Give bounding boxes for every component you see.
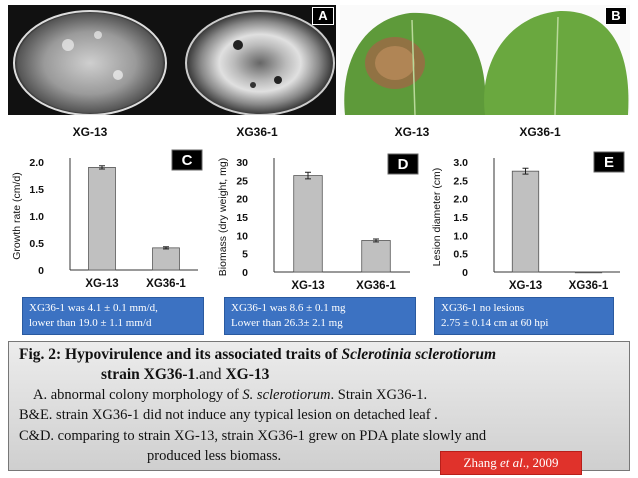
panel-letter-text: C: [182, 152, 193, 169]
panel-letter-e: E: [593, 151, 625, 173]
y-tick-label: 15: [236, 212, 248, 224]
y-tick-label: 0: [38, 265, 44, 277]
growth-rate-chart: Growth rate (cm/d) 0 0.5 1.0 1.5 2.0 XG-13 XG36…: [11, 149, 203, 290]
biomass-chart: Biomass (dry weight, mg) 0 5 10 15 20 25 30 XG-1…: [217, 153, 419, 292]
citation-year: ., 2009: [522, 455, 559, 470]
x-tick-label: XG36-1: [356, 280, 396, 292]
panel-letter-text: D: [398, 156, 409, 173]
y-axis-label: Growth rate (cm/d): [11, 172, 23, 260]
note-lesion: XG36-1 no lesions 2.75 ± 0.14 cm at 60 h…: [434, 297, 614, 335]
citation-badge: Zhang et al., 2009: [440, 451, 582, 475]
y-tick-label: 1.0: [453, 230, 468, 242]
photo-label-xg13: XG-13: [394, 125, 430, 139]
caption-title-line2: strain XG36-1.and XG-13: [101, 366, 269, 384]
x-tick-label: XG36-1: [569, 280, 609, 292]
photo-label-xg36: XG36-1: [519, 125, 561, 139]
y-tick-label: 2.5: [453, 175, 468, 187]
panel-letter-box: [387, 153, 419, 175]
caption-title-text: Fig. 2: Hypovirulence and its associated…: [19, 346, 342, 363]
bar: [511, 170, 540, 273]
x-tick-label: XG36-1: [146, 278, 186, 290]
photo-detached-leaves: B: [340, 5, 630, 115]
y-axis-label: Biomass (dry weight, mg): [217, 158, 229, 276]
y-tick-label: 25: [236, 175, 248, 187]
y-tick-label: 1.5: [29, 184, 44, 196]
bar: [88, 166, 116, 271]
panel-letter-box: [171, 149, 203, 171]
caption-line-be: B&E. strain XG36-1 did not induce any ty…: [19, 407, 438, 423]
bar: [361, 240, 391, 273]
caption-line-cd1: C&D. comparing to strain XG-13, strain X…: [19, 428, 487, 444]
bar: [574, 271, 603, 274]
x-tick-label: XG-13: [85, 278, 118, 290]
lesion-diameter-chart: Lesion diameter (cm) 0 0.5 1.0 1.5 2.0 2.5 3.0 X…: [431, 151, 625, 292]
note-line: 2.75 ± 0.14 cm at 60 hpi: [441, 317, 549, 329]
caption-line-cd2: produced less biomass.: [147, 448, 282, 464]
caption-a-text: A. abnormal colony morphology of: [33, 387, 243, 403]
y-tick-label: 10: [236, 230, 248, 242]
y-tick-label: 0.5: [29, 238, 44, 250]
caption-strain: strain XG36-1: [101, 366, 196, 383]
panel-letter-c: C: [171, 149, 203, 171]
y-tick-label: 3.0: [453, 157, 468, 169]
caption-strain2: XG-13: [225, 366, 270, 383]
panel-letter-text: E: [604, 154, 614, 171]
y-tick-label: 30: [236, 157, 248, 169]
caption-a-species: S. sclerotiorum: [242, 387, 331, 403]
y-tick-label: 20: [236, 194, 248, 206]
note-line: Lower than 26.3± 2.1 mg: [231, 317, 343, 329]
x-tick-label: XG-13: [509, 280, 542, 292]
citation-etal: et al: [499, 455, 523, 470]
bar: [293, 175, 323, 273]
y-tick-label: 2.0: [453, 194, 468, 206]
y-axis-label: Lesion diameter (cm): [431, 168, 443, 267]
y-tick-label: 0: [242, 267, 248, 279]
leaves-image: [340, 5, 630, 115]
x-tick-label: XG-13: [291, 280, 324, 292]
caption-title-species: Sclerotinia sclerotiorum: [341, 346, 497, 363]
note-line: XG36-1 was 8.6 ± 0.1 mg: [231, 302, 346, 314]
note-biomass: XG36-1 was 8.6 ± 0.1 mg Lower than 26.3±…: [224, 297, 416, 335]
y-tick-label: 1.0: [29, 211, 44, 223]
y-tick-label: 0.5: [453, 249, 468, 261]
panel-letter-d: D: [387, 153, 419, 175]
caption-line-a: A. abnormal colony morphology of S. scle…: [33, 387, 427, 404]
caption-and: .and: [195, 366, 226, 383]
bar: [152, 247, 180, 271]
panel-letter-a: A: [312, 7, 334, 25]
note-growth-rate: XG36-1 was 4.1 ± 0.1 mm/d, lower than 19…: [22, 297, 204, 335]
caption-a-post: . Strain XG36-1.: [330, 387, 428, 403]
y-tick-label: 0: [462, 267, 468, 279]
y-tick-label: 1.5: [453, 212, 468, 224]
petri-dishes-image: [8, 5, 336, 115]
note-line: lower than 19.0 ± 1.1 mm/d: [29, 317, 152, 329]
photo-colony-morphology: A: [8, 5, 336, 115]
panel-letter-box: [593, 151, 625, 173]
note-line: XG36-1 no lesions: [441, 302, 525, 314]
figure-caption: Fig. 2: Hypovirulence and its associated…: [8, 341, 630, 471]
caption-title: Fig. 2: Hypovirulence and its associated…: [19, 346, 496, 364]
y-tick-label: 2.0: [29, 157, 44, 169]
citation-author: Zhang: [463, 455, 500, 470]
y-tick-label: 5: [242, 249, 248, 261]
photo-label-xg36: XG36-1: [236, 125, 278, 139]
panel-letter-b: B: [605, 7, 627, 25]
note-line: XG36-1 was 4.1 ± 0.1 mm/d,: [29, 302, 158, 314]
photo-label-xg13: XG-13: [72, 125, 108, 139]
